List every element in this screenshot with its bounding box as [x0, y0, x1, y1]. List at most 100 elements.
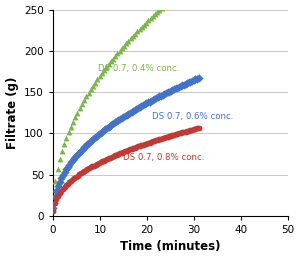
Point: [88, 165, 93, 169]
Point: [72, 156, 77, 160]
Point: [55, 167, 60, 171]
Point: [128, 111, 132, 115]
Point: [108, 155, 113, 160]
Point: [128, 36, 133, 40]
Point: [139, 143, 144, 147]
Point: [154, 96, 158, 100]
Point: [162, 92, 167, 96]
Point: [74, 175, 78, 179]
Point: [95, 77, 100, 81]
Point: [126, 39, 131, 43]
Point: [70, 177, 75, 181]
Point: [155, 95, 160, 99]
Point: [193, 77, 198, 82]
Point: [88, 87, 93, 91]
Point: [100, 159, 105, 163]
Point: [101, 128, 106, 133]
Point: [123, 114, 128, 118]
Point: [52, 195, 57, 199]
Point: [118, 117, 122, 121]
Point: [196, 126, 201, 130]
Text: DS 0.7, 0.4% conc.: DS 0.7, 0.4% conc.: [98, 64, 179, 74]
Point: [59, 176, 64, 180]
Point: [193, 127, 198, 131]
Point: [128, 147, 132, 152]
Point: [66, 130, 71, 134]
Point: [152, 139, 157, 143]
Point: [134, 145, 139, 149]
Point: [164, 2, 169, 6]
Point: [100, 130, 105, 134]
Point: [147, 99, 152, 104]
Point: [137, 27, 142, 31]
Point: [77, 106, 82, 110]
Point: [131, 146, 136, 150]
Point: [110, 155, 114, 159]
Point: [92, 136, 96, 140]
Point: [178, 131, 183, 135]
Point: [86, 91, 91, 95]
Point: [160, 136, 165, 140]
Y-axis label: Filtrate (g): Filtrate (g): [6, 76, 19, 149]
Point: [97, 161, 101, 165]
Point: [119, 150, 124, 155]
Point: [188, 80, 193, 84]
Point: [142, 102, 147, 106]
Point: [178, 84, 183, 88]
Point: [186, 128, 191, 133]
Point: [126, 148, 131, 152]
Point: [83, 168, 88, 172]
Point: [65, 182, 70, 186]
Point: [106, 125, 111, 129]
Point: [106, 156, 111, 160]
Point: [117, 49, 122, 53]
Point: [108, 124, 113, 128]
Point: [104, 65, 109, 69]
Point: [57, 157, 62, 161]
Point: [124, 149, 129, 153]
Point: [51, 208, 56, 213]
Point: [62, 185, 67, 189]
Point: [64, 183, 69, 187]
Point: [95, 134, 100, 138]
Point: [168, 134, 173, 138]
Point: [98, 160, 103, 164]
Point: [79, 149, 83, 153]
Point: [141, 143, 146, 147]
Point: [85, 167, 90, 171]
Point: [132, 108, 137, 112]
Point: [51, 206, 56, 211]
Point: [80, 102, 84, 106]
Point: [73, 115, 78, 119]
Point: [168, 0, 173, 2]
Point: [56, 194, 60, 198]
Point: [177, 85, 182, 89]
Point: [159, 93, 164, 98]
Point: [129, 110, 134, 114]
Point: [131, 109, 136, 113]
Point: [54, 189, 59, 193]
Point: [115, 119, 119, 123]
Point: [80, 147, 85, 151]
Point: [188, 128, 193, 132]
Point: [110, 57, 115, 61]
Point: [153, 12, 158, 16]
Point: [154, 138, 158, 142]
Point: [129, 147, 134, 151]
Point: [160, 93, 165, 97]
Point: [190, 79, 194, 83]
Point: [67, 180, 72, 184]
Point: [77, 150, 82, 155]
Point: [93, 135, 98, 139]
Point: [136, 144, 140, 148]
Point: [116, 152, 121, 156]
Point: [172, 87, 176, 91]
Point: [87, 141, 92, 145]
Point: [115, 51, 120, 55]
Point: [110, 123, 114, 127]
Point: [62, 142, 67, 146]
Point: [144, 101, 149, 105]
Point: [121, 150, 126, 154]
Point: [105, 157, 110, 161]
Point: [157, 94, 162, 98]
